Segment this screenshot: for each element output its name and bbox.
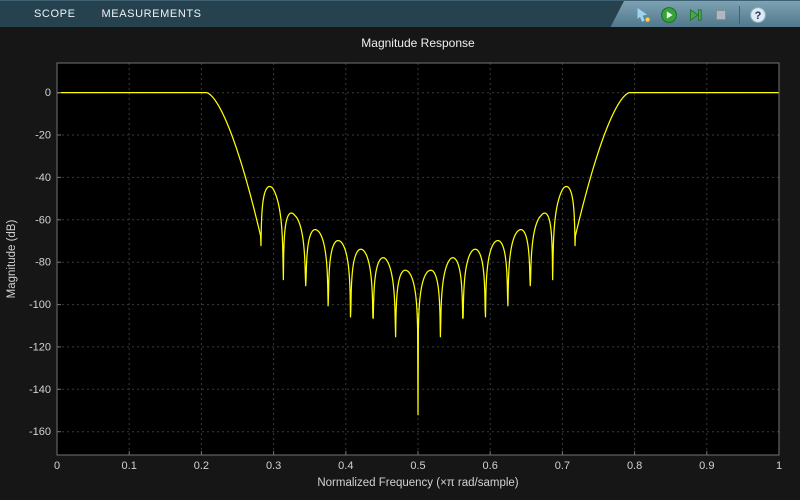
- y-tick-label: 0: [45, 87, 51, 99]
- y-tick-label: -60: [35, 214, 51, 226]
- x-tick-label: 0.4: [338, 460, 353, 472]
- y-tick-label: -140: [29, 384, 51, 396]
- toolbar-tabs: SCOPE MEASUREMENTS: [0, 1, 202, 27]
- run-icon: [661, 6, 677, 23]
- y-tick-label: -100: [29, 299, 51, 311]
- tab-scope[interactable]: SCOPE: [34, 8, 76, 20]
- y-tick-label: -80: [35, 257, 51, 269]
- tick-labels: 0 0.1 0.2 0.3 0.4 0.5 0.6 0.7 0.8 0.9 1 0 -20 -40 -60 -…: [29, 87, 782, 472]
- step-forward-icon: [690, 8, 702, 21]
- x-tick-label: 0.8: [627, 460, 642, 472]
- toolbar-button-group: ?: [610, 1, 800, 28]
- x-tick-label: 0.1: [122, 460, 137, 472]
- x-tick-label: 0.2: [194, 460, 209, 472]
- x-tick-label: 0.6: [483, 460, 498, 472]
- y-tick-label: -40: [35, 172, 51, 184]
- y-tick-label: -120: [29, 341, 51, 353]
- y-tick-label: -160: [29, 426, 51, 438]
- app-toolbar: SCOPE MEASUREMENTS: [0, 0, 800, 28]
- x-tick-label: 0.7: [555, 460, 570, 472]
- help-icon: ?: [750, 6, 766, 23]
- x-tick-label: 0.5: [410, 460, 425, 472]
- x-tick-label: 0.9: [699, 460, 714, 472]
- x-tick-label: 0.3: [266, 460, 281, 472]
- plot-title: Magnitude Response: [361, 36, 475, 50]
- y-axis-label: Magnitude (dB): [6, 220, 18, 299]
- y-tick-label: -20: [35, 130, 51, 142]
- stop-button[interactable]: [710, 4, 732, 26]
- tab-measurements[interactable]: MEASUREMENTS: [101, 8, 202, 20]
- help-button[interactable]: ?: [747, 4, 769, 26]
- svg-text:?: ?: [755, 10, 762, 22]
- run-button[interactable]: [658, 4, 680, 26]
- x-axis-label: Normalized Frequency (×π rad/sample): [317, 477, 518, 489]
- step-forward-button[interactable]: [684, 4, 706, 26]
- magnitude-response-plot: Magnitude Response 0 0.1 0.2 0.3 0.4 0.5 0.6 0.…: [0, 27, 800, 500]
- magnitude-response-curve: [57, 92, 779, 416]
- stop-icon: [715, 9, 727, 20]
- x-tick-label: 1: [776, 460, 782, 472]
- pointer-tool-button[interactable]: [632, 4, 654, 26]
- toolbar-separator: [739, 5, 740, 24]
- pointer-icon: [637, 7, 650, 22]
- x-tick-label: 0: [54, 460, 60, 472]
